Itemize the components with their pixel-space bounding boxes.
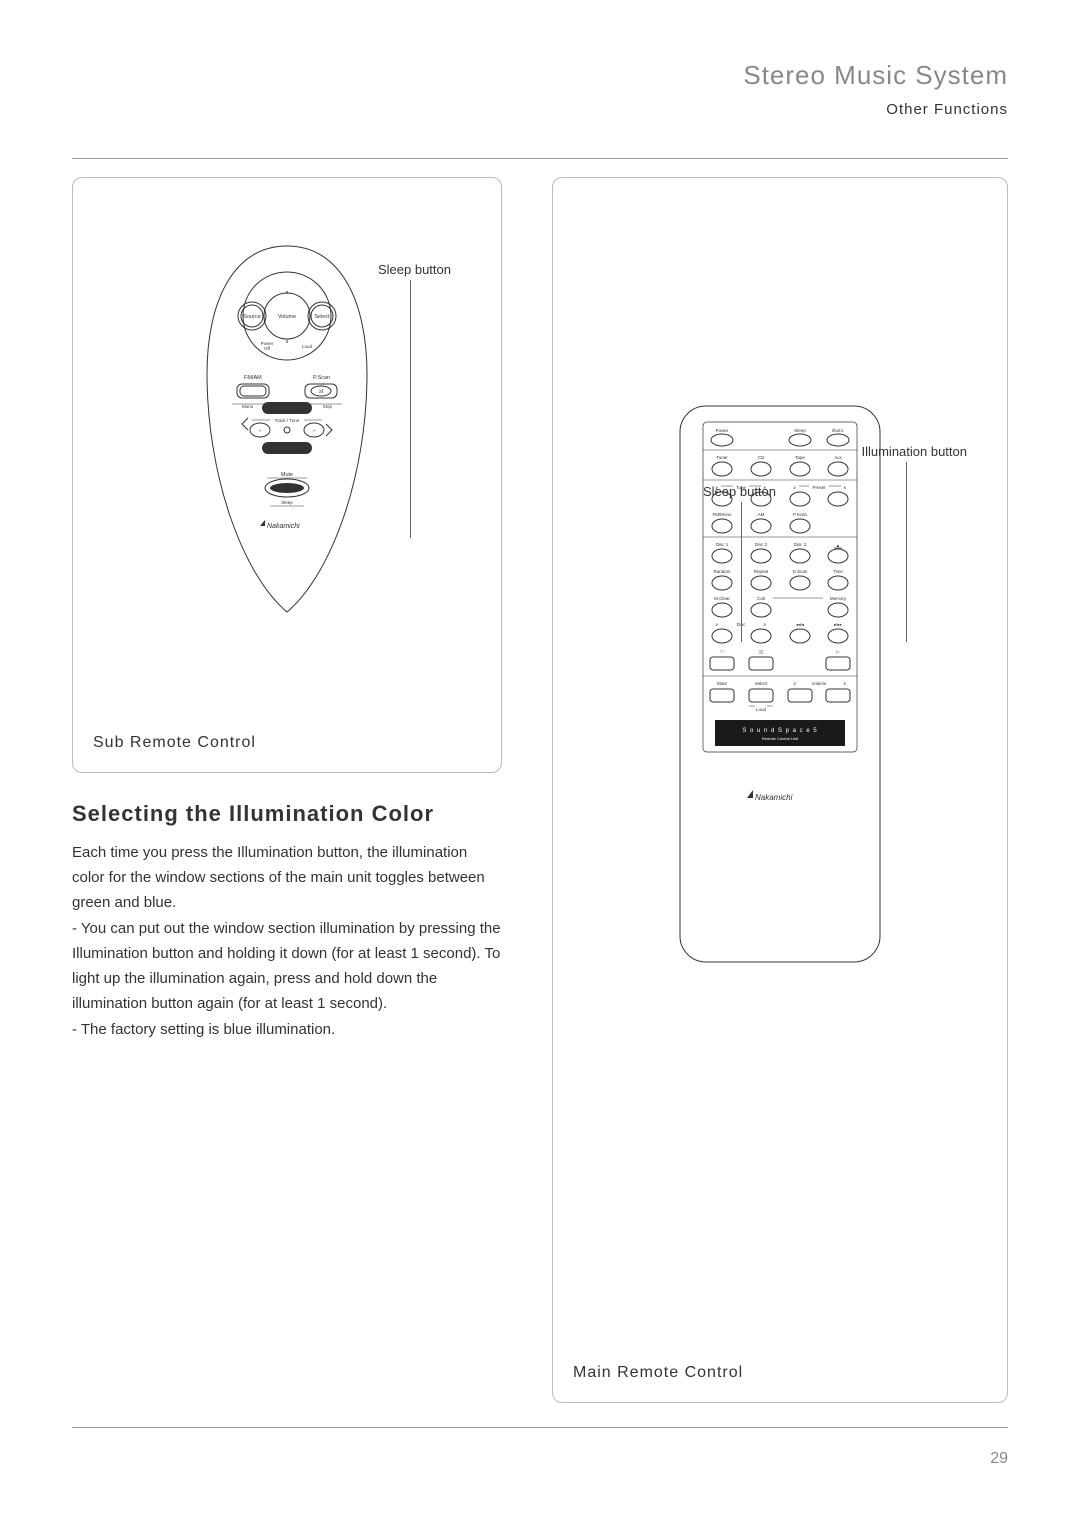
svg-text:FM/AM: FM/AM	[244, 375, 262, 381]
main-remote-caption: Main Remote Control	[573, 1364, 987, 1382]
svg-text:Remote Control Unit: Remote Control Unit	[762, 736, 799, 741]
svg-text:Call: Call	[757, 596, 765, 601]
left-column: Sleep button ∧ ∨ Volume Source S	[72, 177, 502, 1403]
svg-text:▷: ▷	[836, 649, 840, 654]
svg-text:Source: Source	[243, 314, 260, 320]
bottom-rule	[72, 1427, 1008, 1428]
svg-text:Volume: Volume	[278, 314, 296, 320]
svg-text:››: ››	[313, 428, 316, 433]
svg-text:AM: AM	[758, 512, 765, 517]
svg-text:Loud: Loud	[756, 707, 767, 712]
svg-text:Mono: Mono	[242, 404, 254, 409]
page-header: Stereo Music System Other Functions	[72, 60, 1008, 118]
title-sub: Other Functions	[72, 101, 1008, 118]
svg-text:▲: ▲	[836, 543, 840, 548]
sub-remote-wrap: Sleep button ∧ ∨ Volume Source S	[93, 244, 481, 724]
svg-text:‹‹: ‹‹	[259, 428, 262, 433]
svg-text:Power: Power	[716, 428, 729, 433]
sleep-callout: Sleep button	[378, 262, 451, 277]
svg-text:Off: Off	[264, 346, 271, 351]
svg-text:Preset: Preset	[812, 485, 826, 490]
illum-lead-line	[906, 462, 907, 642]
svg-text:Repeat: Repeat	[754, 569, 769, 574]
svg-text:Select: Select	[314, 314, 330, 320]
sub-remote-diagram: ∧ ∨ Volume Source Select Power Off Loud …	[202, 244, 372, 614]
svg-text:Time: Time	[833, 569, 843, 574]
sleep-lead-line-main	[741, 502, 742, 642]
svg-text:Tape: Tape	[795, 455, 805, 460]
svg-text:Illumi.: Illumi.	[832, 428, 844, 433]
svg-text:Aux: Aux	[834, 455, 843, 460]
svg-text:▯▯: ▯▯	[759, 649, 764, 654]
illum-callout: Illumination button	[861, 444, 967, 459]
title-main: Stereo Music System	[72, 60, 1008, 91]
svg-text:Nakamichi: Nakamichi	[267, 523, 300, 530]
svg-text:∧: ∧	[843, 485, 847, 490]
svg-text:PS: PS	[298, 407, 304, 412]
svg-text:∨: ∨	[793, 681, 797, 686]
svg-text:Sleep: Sleep	[794, 428, 806, 433]
svg-text:Tuner: Tuner	[716, 455, 728, 460]
svg-text:□: □	[721, 649, 724, 654]
svg-text:∧: ∧	[285, 290, 289, 296]
main-remote-panel: Illumination button Sleep button Power S…	[552, 177, 1008, 1403]
page-number: 29	[990, 1450, 1008, 1468]
paragraph-2: - You can put out the window section ill…	[72, 917, 502, 1016]
svg-text:Track / Tune: Track / Tune	[275, 418, 300, 423]
svg-text:Sleep: Sleep	[281, 500, 293, 505]
svg-text:∨: ∨	[285, 339, 289, 345]
sleep-callout-main: Sleep button	[703, 484, 776, 499]
svg-text:Nakamichi: Nakamichi	[755, 793, 793, 802]
svg-text:◂◂I◂: ◂◂I◂	[796, 622, 805, 627]
svg-text:Stop: Stop	[323, 404, 333, 409]
svg-text:Mute: Mute	[281, 472, 293, 478]
top-rule	[72, 158, 1008, 159]
svg-text:CD: CD	[758, 455, 765, 460]
content-row: Sleep button ∧ ∨ Volume Source S	[72, 177, 1008, 1403]
sub-remote-caption: Sub Remote Control	[93, 734, 481, 752]
svg-text:Select: Select	[755, 681, 768, 686]
main-remote-wrap: Illumination button Sleep button Power S…	[573, 404, 987, 1344]
svg-text:Disc 1: Disc 1	[716, 542, 729, 547]
paragraph-3: - The factory setting is blue illuminati…	[72, 1018, 502, 1043]
svg-text:D.Scan: D.Scan	[793, 569, 808, 574]
svg-text:PS: PS	[298, 447, 304, 452]
svg-text:Mute: Mute	[717, 681, 728, 686]
svg-text:Disc 3: Disc 3	[794, 542, 807, 547]
svg-text:∨: ∨	[715, 622, 719, 627]
svg-text:S o u n d S p a c e 5: S o u n d S p a c e 5	[742, 728, 817, 734]
sleep-lead-line	[410, 280, 411, 538]
paragraph-1: Each time you press the Illumination but…	[72, 841, 502, 915]
svg-text:Loud: Loud	[302, 344, 313, 349]
sub-remote-panel: Sleep button ∧ ∨ Volume Source S	[72, 177, 502, 773]
svg-text:∨: ∨	[793, 485, 797, 490]
svg-text:M.Clear: M.Clear	[714, 596, 730, 601]
right-column: Illumination button Sleep button Power S…	[552, 177, 1008, 1403]
svg-text:P.Scan: P.Scan	[313, 375, 330, 381]
svg-text:FM/Mono: FM/Mono	[712, 512, 732, 517]
svg-text:▸I▸▸: ▸I▸▸	[834, 622, 843, 627]
svg-text:Disc 2: Disc 2	[755, 542, 768, 547]
svg-text:∧: ∧	[763, 622, 767, 627]
svg-text:Memory: Memory	[830, 596, 847, 601]
svg-text:Random: Random	[713, 569, 730, 574]
svg-text:≥I: ≥I	[319, 389, 324, 395]
svg-text:Volume: Volume	[811, 681, 827, 686]
svg-text:P.Scan: P.Scan	[793, 512, 807, 517]
svg-text:∧: ∧	[843, 681, 847, 686]
section-body: Each time you press the Illumination but…	[72, 841, 502, 1043]
section-heading: Selecting the Illumination Color	[72, 801, 502, 827]
